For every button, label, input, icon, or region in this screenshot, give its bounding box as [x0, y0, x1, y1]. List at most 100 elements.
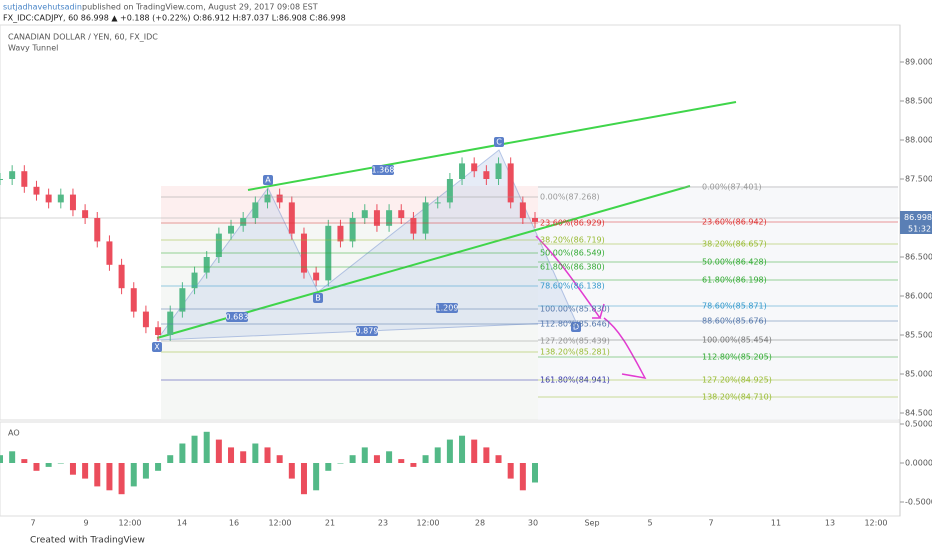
pattern-point: X [154, 343, 160, 352]
candle [94, 218, 101, 242]
candle [228, 225, 235, 234]
fib-label: 61.80%(86.380) [540, 263, 605, 272]
x-tick-label: 12:00 [416, 519, 439, 528]
ao-bar [398, 459, 405, 463]
y-tick-label: 89.000 [905, 58, 932, 67]
ao-title: AO [8, 429, 20, 438]
ao-bar [325, 463, 332, 471]
candle [446, 179, 453, 203]
fib-label: 127.20%(85.439) [540, 337, 610, 346]
candle [337, 225, 344, 242]
ao-tick-label: -0.5000 [905, 498, 932, 507]
ao-bar [252, 443, 259, 463]
ao-bar [45, 463, 52, 467]
published: published on TradingView.com, August 29,… [82, 3, 318, 12]
fib-label: 112.80%(85.205) [702, 353, 772, 362]
ao-bar [191, 435, 198, 463]
ao-bar [349, 455, 356, 463]
ao-bar [118, 463, 125, 495]
projection-arrow [603, 317, 647, 380]
xabcd-pattern [155, 149, 577, 341]
ao-bar [155, 463, 162, 471]
ao-bar [21, 459, 28, 463]
x-tick-label: 12:00 [268, 519, 291, 528]
candle [507, 163, 514, 203]
author[interactable]: sutjadhavehutsadin [3, 3, 82, 12]
candle [459, 163, 466, 179]
candle [0, 179, 3, 180]
ao-bar [0, 455, 3, 463]
ao-bar [495, 455, 502, 463]
fib-label: 138.20%(84.710) [702, 393, 772, 402]
candle [532, 218, 538, 222]
ratio-tag [372, 165, 394, 175]
x-tick-label: 12:00 [118, 519, 141, 528]
fib-label: 0.00%(87.401) [702, 183, 762, 192]
ao-bar [434, 447, 441, 463]
ao-bar [507, 463, 514, 479]
last-price-tag [900, 211, 932, 224]
y-tick-label: 85.500 [905, 331, 932, 340]
ao-bar [33, 463, 40, 471]
fib-label: 78.60%(86.138) [540, 282, 605, 291]
candle [106, 241, 113, 265]
fib-label: 38.20%(86.657) [702, 240, 767, 249]
x-tick-label: 9 [83, 519, 88, 528]
ao-bar [57, 463, 64, 464]
candle [69, 194, 76, 211]
x-tick-label: 28 [475, 519, 485, 528]
countdown-tag [900, 224, 932, 234]
ao-bar [386, 451, 393, 463]
candle [422, 202, 429, 234]
ratio: 1.209 [436, 304, 459, 313]
ratio: 0.683 [226, 313, 249, 322]
ao-bar [446, 439, 453, 463]
pattern-point-tag [494, 137, 504, 147]
fib-label: 88.60%(85.676) [702, 317, 767, 326]
fib-label: 100.00%(85.454) [702, 336, 772, 345]
fib-label: 50.00%(86.428) [702, 258, 767, 267]
ao-bar [94, 463, 101, 487]
ratio-tag [226, 312, 248, 322]
ao-bar [167, 455, 174, 463]
ao-bar [519, 463, 526, 491]
fib-label: 127.20%(84.925) [702, 376, 772, 385]
ao-bar [203, 431, 210, 463]
ao-bar [82, 463, 89, 479]
ao-bar [532, 463, 538, 483]
ao-bar [69, 463, 76, 475]
ao-bar [483, 447, 490, 463]
footer: Created with TradingView [30, 536, 145, 546]
x-tick-label: 12:00 [864, 519, 887, 528]
ao-bar [240, 451, 247, 463]
pattern-point: D [573, 323, 579, 332]
x-tick-label: 23 [378, 519, 388, 528]
ao-bar [276, 455, 283, 463]
fib-label: 23.60%(86.929) [540, 219, 605, 228]
ao-bar [313, 463, 320, 491]
ao-bar [361, 447, 368, 463]
fib-label: 23.60%(86.942) [702, 218, 767, 227]
ao-bar [288, 463, 295, 479]
ratio-tag [356, 326, 378, 336]
pattern-point: C [496, 138, 502, 147]
y-tick-label: 86.500 [905, 253, 932, 262]
candle [373, 210, 380, 226]
ao-bar [264, 447, 271, 463]
fib-label: 112.80%(85.646) [540, 320, 610, 329]
pattern-point-tag [263, 175, 273, 185]
candle [167, 311, 174, 335]
fib-label: 138.20%(85.281) [540, 348, 610, 357]
x-tick-label: 7 [30, 519, 35, 528]
candle [519, 202, 526, 218]
pattern-point-tag [313, 293, 323, 303]
candle [179, 288, 186, 312]
ao-bar [422, 455, 429, 463]
candle [191, 272, 198, 289]
y-tick-label: 88.500 [905, 97, 932, 106]
x-tick-label: 21 [325, 519, 335, 528]
y-tick-label: 86.000 [905, 292, 932, 301]
candle [155, 327, 162, 335]
candle [21, 171, 28, 187]
